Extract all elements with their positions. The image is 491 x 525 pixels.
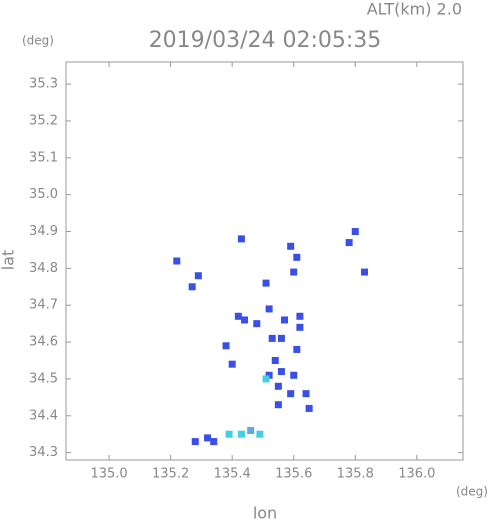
radar-echo bbox=[262, 279, 270, 287]
plot-frame bbox=[65, 61, 464, 461]
header: ALT(km) 2.0 bbox=[367, 0, 462, 19]
radar-echo bbox=[234, 312, 242, 320]
radar-echo bbox=[265, 305, 273, 313]
radar-echo bbox=[237, 430, 245, 438]
radar-echo bbox=[188, 283, 196, 291]
radar-echo bbox=[277, 334, 285, 342]
y-unit: (deg) bbox=[22, 34, 54, 48]
y-tick-label: 35.3 bbox=[29, 77, 58, 92]
radar-echo bbox=[265, 371, 273, 379]
y-tick-label: 35.1 bbox=[29, 150, 58, 165]
radar-echo bbox=[305, 404, 313, 412]
radar-echo bbox=[271, 357, 279, 364]
radar-echo bbox=[274, 382, 282, 390]
x-tick-label: 135.0 bbox=[90, 467, 127, 482]
y-tick-label: 34.5 bbox=[29, 371, 58, 386]
y-tick-label: 34.3 bbox=[29, 445, 58, 460]
y-tick-label: 34.6 bbox=[29, 335, 58, 350]
radar-echo bbox=[173, 257, 181, 265]
radar-echo bbox=[256, 430, 264, 438]
radar-echo bbox=[191, 438, 199, 446]
radar-echo bbox=[296, 323, 304, 331]
radar-echo bbox=[222, 342, 230, 350]
radar-echo bbox=[268, 334, 276, 342]
radar-echo bbox=[290, 371, 298, 379]
radar-echo bbox=[262, 375, 270, 383]
radar-echo bbox=[287, 390, 295, 398]
radar-echo bbox=[253, 320, 261, 328]
radar-echo bbox=[293, 345, 301, 353]
radar-echo bbox=[345, 239, 353, 247]
radar-echo bbox=[247, 427, 255, 435]
y-tick-label: 34.9 bbox=[29, 224, 58, 239]
y-tick-label: 34.7 bbox=[29, 298, 58, 313]
radar-echo bbox=[274, 401, 282, 409]
radar-echo bbox=[361, 268, 369, 276]
radar-echo bbox=[194, 272, 202, 280]
x-tick-label: 135.4 bbox=[214, 467, 251, 482]
radar-echo bbox=[240, 316, 248, 324]
x-tick-label: 135.6 bbox=[275, 467, 312, 482]
radar-echo bbox=[281, 316, 289, 324]
radar-echo bbox=[287, 242, 295, 250]
radar-echo bbox=[290, 268, 298, 276]
y-tick-label: 34.4 bbox=[29, 408, 58, 423]
radar-echo bbox=[277, 368, 285, 376]
y-tick-label: 35.0 bbox=[29, 187, 58, 202]
x-tick-label: 136.0 bbox=[398, 467, 435, 482]
radar-echo bbox=[351, 228, 359, 236]
radar-echo bbox=[210, 438, 218, 446]
y-tick-label: 34.8 bbox=[29, 261, 58, 276]
x-tick-label: 135.8 bbox=[337, 467, 374, 482]
chart-title: 2019/03/24 02:05:35 bbox=[149, 28, 382, 53]
x-axis-label: lon bbox=[253, 504, 277, 522]
x-unit: (deg) bbox=[456, 485, 488, 499]
radar-echo bbox=[225, 430, 233, 438]
radar-echo bbox=[302, 390, 310, 398]
y-axis-label: lat bbox=[0, 250, 18, 271]
y-tick-label: 35.2 bbox=[29, 113, 58, 128]
radar-echo bbox=[296, 312, 304, 320]
radar-echo bbox=[293, 253, 301, 261]
x-tick-label: 135.2 bbox=[152, 467, 189, 482]
radar-echo bbox=[228, 360, 236, 368]
radar-echo bbox=[204, 434, 212, 442]
radar-echo bbox=[237, 235, 245, 243]
